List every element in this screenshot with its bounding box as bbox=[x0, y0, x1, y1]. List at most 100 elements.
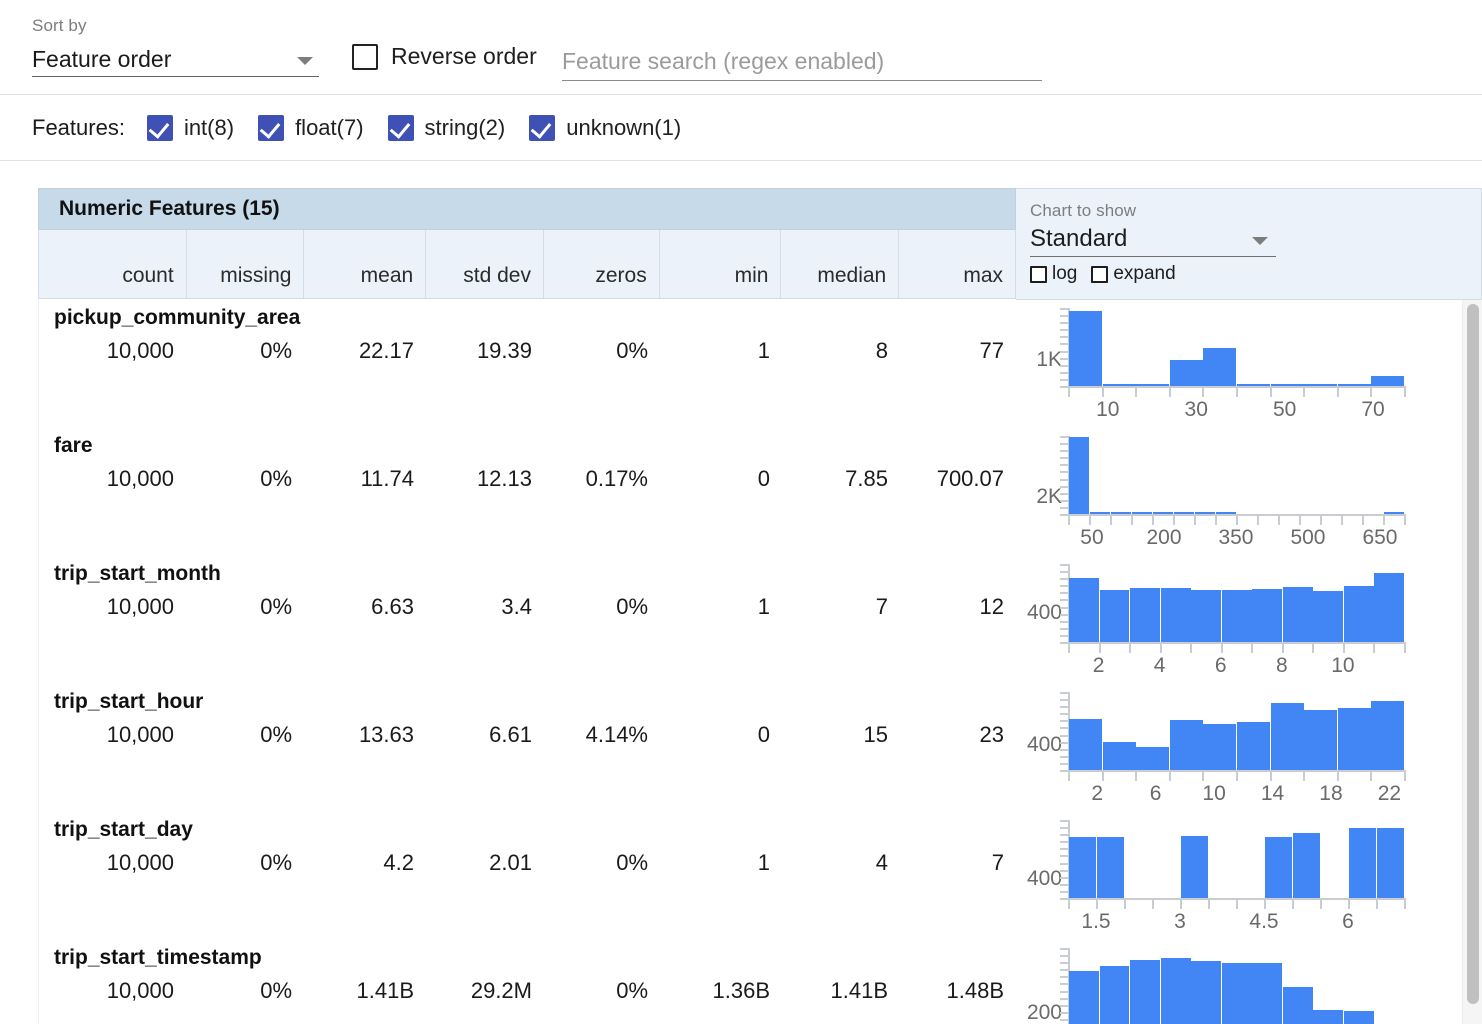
expand-checkbox[interactable] bbox=[1091, 265, 1109, 283]
column-header-missing[interactable]: missing bbox=[187, 230, 305, 298]
histogram-bar[interactable] bbox=[1169, 360, 1203, 386]
histogram-bar[interactable] bbox=[1203, 723, 1237, 770]
histogram-bar[interactable] bbox=[1265, 836, 1293, 898]
histogram-bar[interactable] bbox=[1371, 700, 1405, 770]
histogram-bar[interactable] bbox=[1090, 512, 1111, 514]
histogram-bar[interactable] bbox=[1313, 1010, 1344, 1024]
sort-by-label: Sort by bbox=[32, 16, 87, 35]
histogram-bar[interactable] bbox=[1160, 588, 1191, 642]
sort-by-dropdown[interactable]: Feature order bbox=[32, 44, 319, 77]
histogram-bar[interactable] bbox=[1374, 573, 1405, 642]
chart-to-show-dropdown[interactable]: Standard bbox=[1030, 224, 1276, 257]
histogram-bar[interactable] bbox=[1069, 837, 1097, 898]
histogram-bar[interactable] bbox=[1099, 966, 1130, 1024]
histogram-bar[interactable] bbox=[1270, 703, 1304, 770]
log-checkbox[interactable] bbox=[1030, 265, 1047, 283]
checkbox-checked-icon bbox=[529, 114, 556, 141]
histogram-bar[interactable] bbox=[1191, 961, 1222, 1024]
histogram-bar[interactable] bbox=[1371, 376, 1405, 386]
table-row[interactable]: trip_start_month 10,000 0% 6.63 3.4 0% 1 7 12 400… bbox=[38, 556, 1482, 684]
column-header-zeros[interactable]: zeros bbox=[544, 230, 660, 298]
histogram-bar[interactable] bbox=[1343, 585, 1374, 642]
histogram-bar[interactable] bbox=[1132, 512, 1153, 514]
histogram-bar[interactable] bbox=[1169, 720, 1203, 770]
vertical-scrollbar[interactable] bbox=[1462, 300, 1482, 1024]
histogram-bar[interactable] bbox=[1282, 987, 1313, 1024]
histogram-bar[interactable] bbox=[1282, 587, 1313, 642]
histogram-bar[interactable] bbox=[1221, 962, 1252, 1024]
histogram-bar[interactable] bbox=[1153, 512, 1174, 514]
histogram-chart[interactable]: 200 bbox=[1016, 940, 1482, 1024]
histogram-bar[interactable] bbox=[1069, 971, 1099, 1024]
histogram-bar[interactable] bbox=[1102, 742, 1136, 770]
feature-type-unknown-checkbox[interactable]: unknown(1) bbox=[529, 114, 681, 141]
feature-type-int-checkbox[interactable]: int(8) bbox=[146, 114, 234, 141]
histogram-bar[interactable] bbox=[1069, 719, 1102, 770]
column-header-count[interactable]: count bbox=[39, 230, 187, 298]
histogram-bar[interactable] bbox=[1313, 590, 1344, 642]
histogram-bar[interactable] bbox=[1181, 836, 1209, 898]
feature-name[interactable]: trip_start_hour bbox=[54, 690, 204, 713]
histogram-chart[interactable]: 2K 50 200 350 500 650 bbox=[1016, 428, 1482, 556]
histogram-bar[interactable] bbox=[1270, 384, 1304, 386]
histogram-bar[interactable] bbox=[1237, 384, 1270, 386]
histogram-bar[interactable] bbox=[1252, 589, 1283, 642]
histogram-bar[interactable] bbox=[1203, 348, 1237, 386]
histogram-bar[interactable] bbox=[1174, 512, 1195, 514]
histogram-bar[interactable] bbox=[1130, 588, 1161, 642]
histogram-bar[interactable] bbox=[1069, 436, 1090, 514]
scrollbar-thumb[interactable] bbox=[1467, 304, 1479, 1004]
feature-name[interactable]: pickup_community_area bbox=[54, 306, 301, 329]
histogram-bar[interactable] bbox=[1097, 837, 1125, 898]
feature-name[interactable]: trip_start_day bbox=[54, 818, 193, 841]
reverse-order-checkbox[interactable]: Reverse order bbox=[352, 43, 537, 70]
histogram-bar[interactable] bbox=[1377, 828, 1405, 898]
histogram-chart[interactable]: 400 2 4 6 8 10 bbox=[1016, 556, 1482, 684]
histogram-chart[interactable]: 400 2 6 10 14 18 22 bbox=[1016, 684, 1482, 812]
histogram-bar[interactable] bbox=[1069, 310, 1102, 386]
histogram-bar[interactable] bbox=[1293, 832, 1321, 898]
histogram-bar[interactable] bbox=[1337, 384, 1371, 386]
table-row[interactable]: fare 10,000 0% 11.74 12.13 0.17% 0 7.85 700.07 2K… bbox=[38, 428, 1482, 556]
histogram-bar[interactable] bbox=[1252, 962, 1283, 1024]
table-row[interactable]: pickup_community_area 10,000 0% 22.17 19.39 0… bbox=[38, 300, 1482, 428]
column-header-median[interactable]: median bbox=[781, 230, 900, 298]
feature-name[interactable]: fare bbox=[54, 434, 93, 457]
checkbox-unchecked-icon bbox=[352, 43, 378, 70]
histogram-bar[interactable] bbox=[1069, 578, 1099, 642]
histogram-bar[interactable] bbox=[1221, 589, 1252, 642]
histogram-bar[interactable] bbox=[1216, 512, 1237, 514]
feature-type-string-checkbox[interactable]: string(2) bbox=[387, 114, 505, 141]
histogram-bar[interactable] bbox=[1136, 747, 1170, 770]
y-axis-tick-label: 400 bbox=[1026, 733, 1062, 757]
histogram-bar[interactable] bbox=[1384, 512, 1405, 514]
histogram-bar[interactable] bbox=[1237, 721, 1270, 770]
column-header-mean[interactable]: mean bbox=[304, 230, 427, 298]
histogram-chart[interactable]: 400 1.5 3 4.5 6 bbox=[1016, 812, 1482, 940]
histogram-bar[interactable] bbox=[1111, 512, 1132, 514]
histogram-bar[interactable] bbox=[1304, 384, 1338, 386]
feature-type-float-checkbox[interactable]: float(7) bbox=[258, 114, 364, 141]
histogram-bar[interactable] bbox=[1349, 827, 1377, 898]
column-header-max[interactable]: max bbox=[963, 264, 1004, 287]
histogram-bar[interactable] bbox=[1337, 707, 1371, 770]
column-header-std-dev[interactable]: std dev bbox=[426, 230, 544, 298]
table-row[interactable]: trip_start_timestamp 10,000 0% 1.41B 29.2M 0%… bbox=[38, 940, 1482, 1024]
table-row[interactable]: trip_start_day 10,000 0% 4.2 2.01 0% 1 4 7 400 1.5… bbox=[38, 812, 1482, 940]
histogram-bar[interactable] bbox=[1136, 384, 1170, 386]
histogram-chart[interactable]: 1K 10 30 50 70 bbox=[1016, 300, 1482, 428]
histogram-bars bbox=[1069, 308, 1405, 386]
histogram-bar[interactable] bbox=[1343, 1011, 1374, 1024]
table-row[interactable]: trip_start_hour 10,000 0% 13.63 6.61 4.14% 0 15… bbox=[38, 684, 1482, 812]
histogram-bar[interactable] bbox=[1099, 589, 1130, 642]
feature-name[interactable]: trip_start_month bbox=[54, 562, 221, 585]
histogram-bar[interactable] bbox=[1130, 959, 1161, 1024]
histogram-bar[interactable] bbox=[1304, 710, 1338, 770]
column-header-min[interactable]: min bbox=[660, 230, 782, 298]
histogram-bar[interactable] bbox=[1195, 512, 1216, 514]
histogram-bar[interactable] bbox=[1102, 384, 1136, 386]
histogram-bar[interactable] bbox=[1160, 957, 1191, 1024]
search-input[interactable] bbox=[562, 48, 1042, 75]
histogram-bar[interactable] bbox=[1191, 589, 1222, 642]
feature-name[interactable]: trip_start_timestamp bbox=[54, 946, 262, 969]
